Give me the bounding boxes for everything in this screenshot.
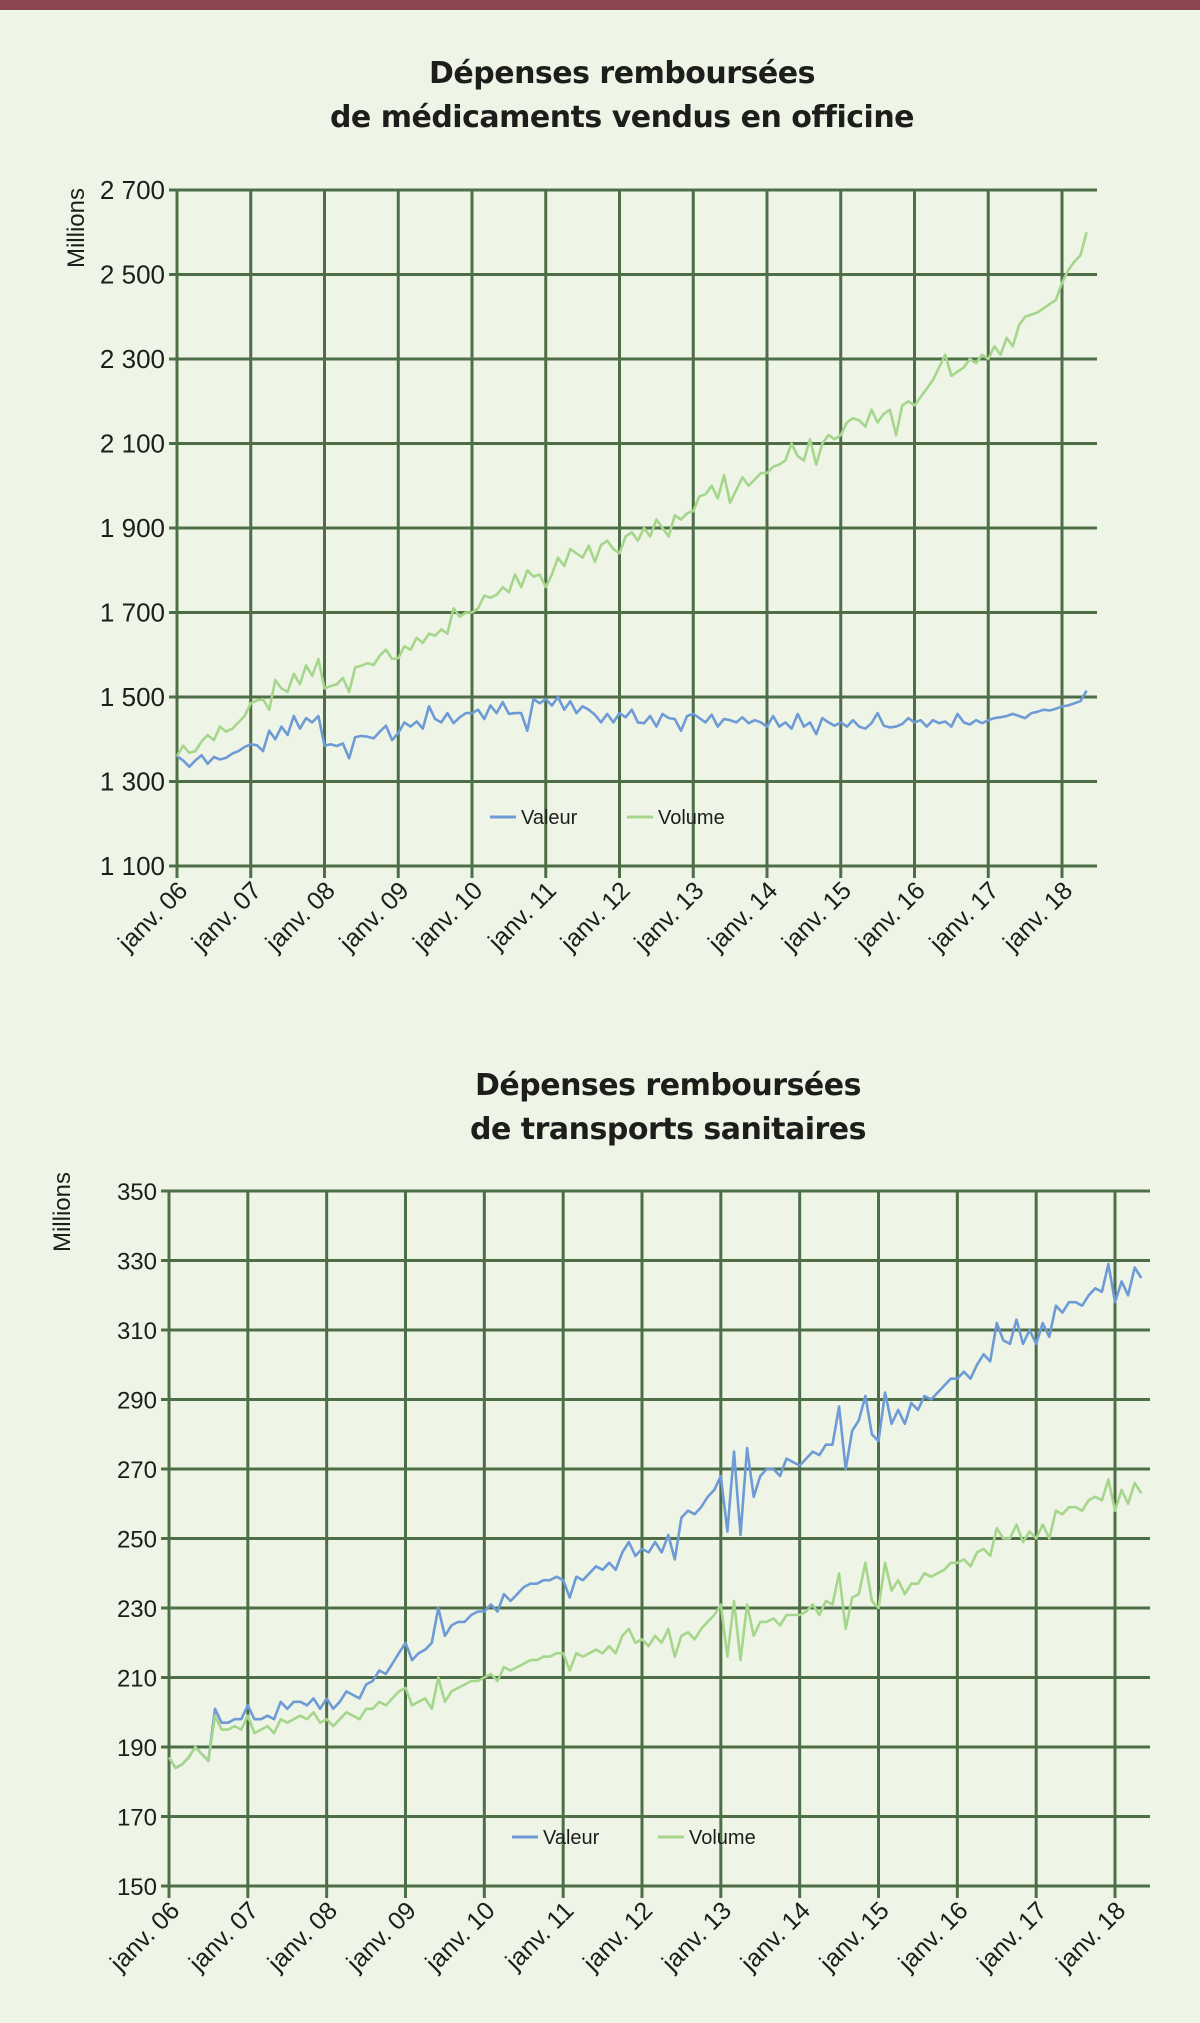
legend-label-volume: Volume: [658, 807, 725, 829]
chart-transports: 150 170 190 210 230 250 270 290 310 330 350 janv. 0…: [49, 1172, 1150, 1978]
x-tick-label: janv. 13: [628, 876, 709, 957]
legend-label-valeur: Valeur: [521, 807, 578, 829]
y-tick-label: 150: [117, 1874, 157, 1901]
y-tick-label: 210: [117, 1666, 157, 1693]
y-tick-label: 190: [117, 1735, 157, 1762]
chart-1-title-line-2: de médicaments vendus en officine: [329, 100, 915, 135]
y-tick-label: 2 100: [100, 429, 165, 459]
x-tick-label: janv. 14: [735, 1896, 816, 1977]
y-tick-label: 350: [117, 1179, 157, 1206]
chart-medicaments: 1 100 1 300 1 500 1 700 1 900 2 100 2 300 2 500…: [63, 175, 1097, 958]
series-line-valeur: [176, 690, 1088, 769]
x-tick-label: janv. 10: [407, 876, 488, 957]
chart-2-title-line-1: Dépenses remboursées: [475, 1068, 861, 1103]
x-tick-label: janv. 17: [971, 1896, 1052, 1977]
y-tick-label: 250: [117, 1527, 157, 1554]
y-tick-label: 1 700: [100, 598, 165, 628]
x-tick-label: janv. 13: [656, 1896, 737, 1977]
x-tick-label: janv. 08: [262, 1896, 343, 1977]
x-tick-label: janv. 11: [500, 1896, 580, 1976]
x-tick-label: janv. 17: [923, 876, 1004, 957]
legend-label-volume: Volume: [689, 1827, 756, 1849]
top-accent-bar: [0, 0, 1200, 10]
y-tick-label: 310: [117, 1318, 157, 1345]
x-tick-label: janv. 16: [892, 1896, 973, 1977]
x-tick-label: janv. 12: [577, 1896, 658, 1977]
series-line-volume: [175, 231, 1088, 757]
y-tick-label: 1 500: [100, 682, 165, 712]
x-tick-label: janv. 10: [419, 1896, 500, 1977]
y-tick-label: 170: [117, 1805, 157, 1832]
y-tick-label: 1 100: [100, 851, 165, 881]
chart-2-title: Dépenses remboursées de transports sanit…: [368, 1064, 968, 1152]
y-tick-label: 330: [117, 1249, 157, 1276]
series-line-volume: [167, 1478, 1143, 1770]
x-tick-label: janv. 11: [482, 876, 562, 956]
x-tick-label: janv. 09: [341, 1896, 422, 1977]
y-tick-label: 230: [117, 1596, 157, 1623]
y-tick-label: 2 500: [100, 260, 165, 290]
x-tick-label: janv. 09: [333, 876, 414, 957]
x-tick-label: janv. 14: [702, 876, 783, 957]
x-tick-label: janv. 15: [776, 876, 857, 957]
chart-2-title-line-2: de transports sanitaires: [470, 1112, 867, 1147]
chart-1-title: Dépenses remboursées de médicaments vend…: [322, 52, 922, 140]
x-tick-label: janv. 15: [814, 1896, 895, 1977]
x-tick-label: janv. 07: [186, 876, 267, 957]
x-tick-label: janv. 16: [850, 876, 931, 957]
x-tick-label: janv. 18: [1050, 1896, 1131, 1977]
y-axis-label: Millions: [63, 188, 90, 268]
y-tick-label: 270: [117, 1457, 157, 1484]
chart-1-title-line-1: Dépenses remboursées: [429, 56, 815, 91]
x-tick-label: janv. 12: [555, 876, 636, 957]
y-axis-label: Millions: [49, 1172, 76, 1252]
x-tick-label: janv. 07: [183, 1896, 264, 1977]
x-tick-label: janv. 06: [104, 1896, 185, 1977]
y-tick-label: 2 700: [100, 175, 165, 205]
series-line-valeur: [167, 1262, 1143, 1770]
x-tick-label: janv. 08: [260, 876, 341, 957]
y-tick-label: 1 300: [100, 767, 165, 797]
y-tick-label: 1 900: [100, 513, 165, 543]
y-tick-label: 2 300: [100, 344, 165, 374]
x-tick-label: janv. 18: [997, 876, 1078, 957]
legend-label-valeur: Valeur: [543, 1827, 600, 1849]
x-tick-label: janv. 06: [112, 876, 193, 957]
y-tick-label: 290: [117, 1388, 157, 1415]
